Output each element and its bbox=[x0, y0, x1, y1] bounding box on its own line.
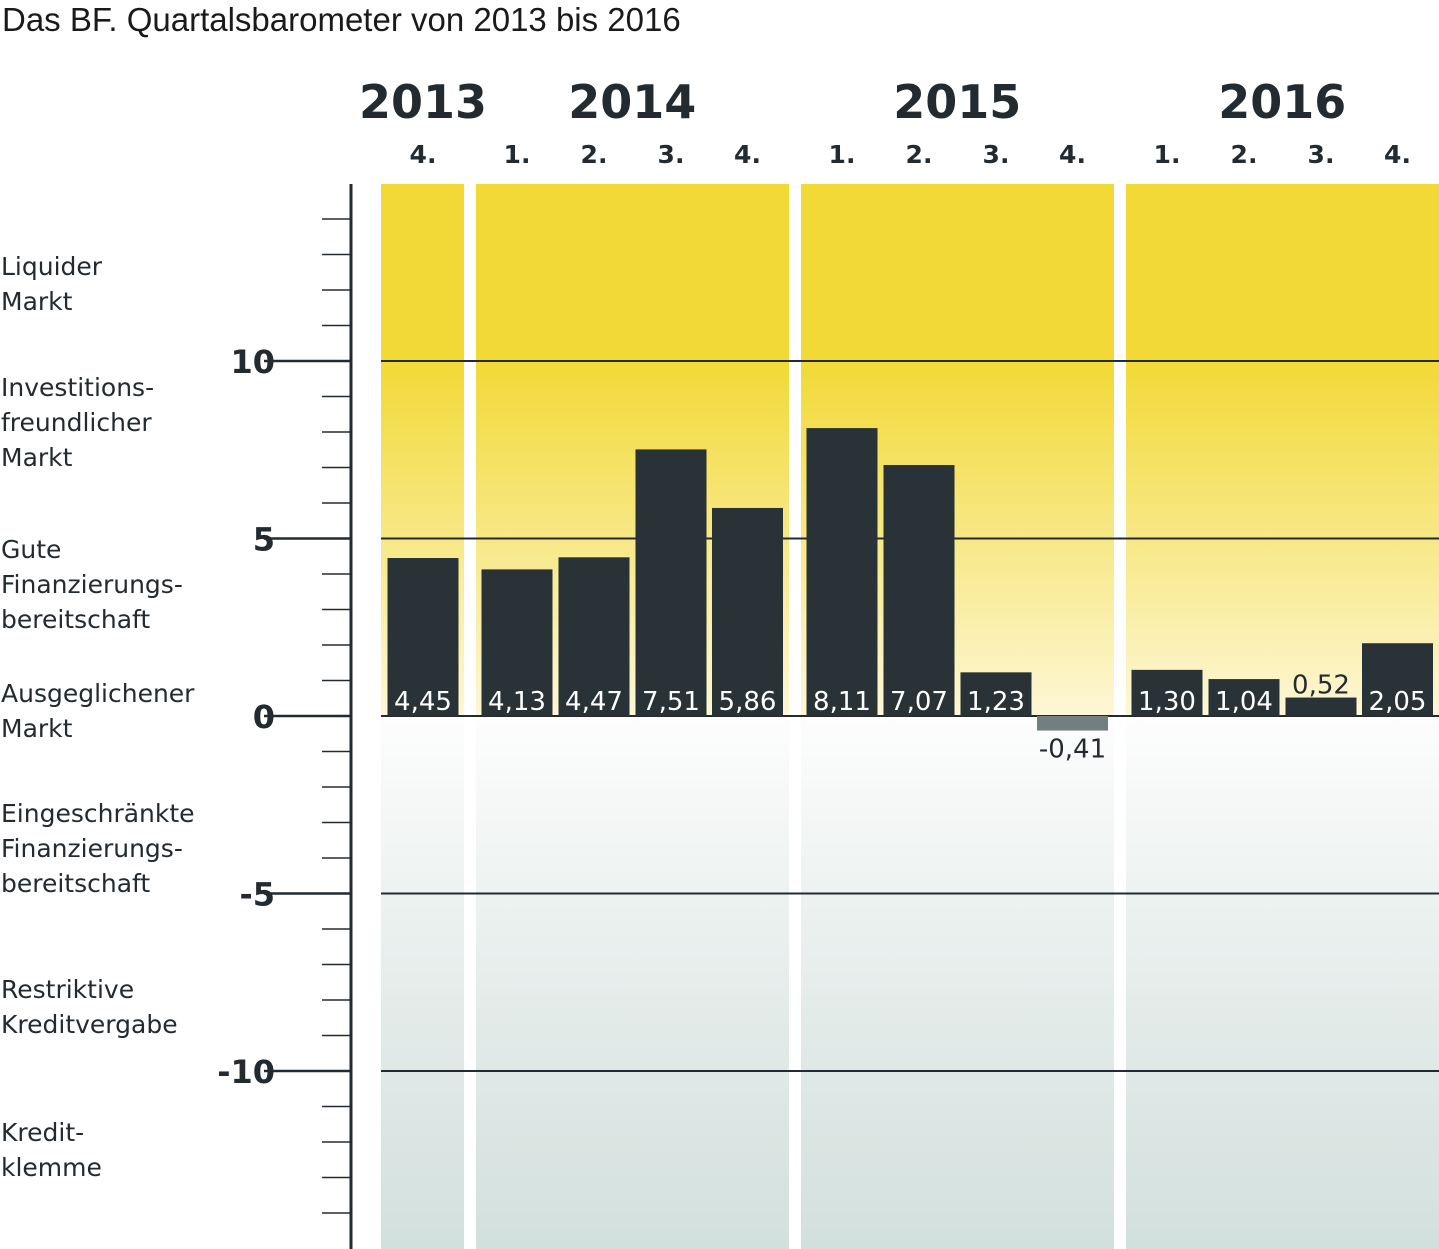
zone-label: Liquider Markt bbox=[1, 249, 102, 319]
year-label: 2014 bbox=[568, 75, 696, 129]
quarter-label: 4. bbox=[1384, 140, 1411, 169]
value-label: 4,13 bbox=[488, 687, 546, 717]
year-label: 2015 bbox=[893, 75, 1021, 129]
ytick-label: -5 bbox=[239, 876, 275, 914]
ytick-label: 5 bbox=[253, 521, 275, 559]
year-label: 2013 bbox=[359, 75, 487, 129]
value-label: 2,05 bbox=[1369, 687, 1427, 717]
value-label: 0,52 bbox=[1292, 671, 1350, 701]
period-headers: 2013 4. 2014 1. 2. 3. 4. 2015 1. 2. 3. 4. 2016 1. 2. 3.… bbox=[359, 75, 1411, 169]
value-label: 7,07 bbox=[890, 687, 948, 717]
quarter-label: 2. bbox=[1231, 140, 1258, 169]
value-label: 1,30 bbox=[1138, 687, 1196, 717]
zone-label: Gute Finanzierungs- bereitschaft bbox=[1, 532, 183, 637]
quarter-label: 2. bbox=[906, 140, 933, 169]
zone-label: Restriktive Kreditvergabe bbox=[1, 972, 178, 1042]
zone-label: Ausgeglichener Markt bbox=[1, 676, 194, 746]
value-label: 1,04 bbox=[1215, 687, 1273, 717]
ytick-label: -10 bbox=[217, 1053, 275, 1091]
value-label: -0,41 bbox=[1039, 735, 1106, 765]
bar-5 bbox=[807, 428, 878, 716]
bar-8 bbox=[1037, 716, 1108, 731]
quarter-label: 4. bbox=[1059, 140, 1086, 169]
ytick-label: 10 bbox=[230, 343, 275, 381]
quarter-label: 4. bbox=[410, 140, 437, 169]
quarter-label: 2. bbox=[581, 140, 608, 169]
zone-label: Kredit- klemme bbox=[1, 1115, 102, 1185]
quarter-label: 3. bbox=[658, 140, 685, 169]
quarter-label: 3. bbox=[983, 140, 1010, 169]
value-label: 5,86 bbox=[719, 687, 777, 717]
value-label: 7,51 bbox=[642, 687, 700, 717]
quarter-label: 3. bbox=[1308, 140, 1335, 169]
value-label: 4,45 bbox=[394, 687, 452, 717]
bar-6 bbox=[884, 465, 955, 716]
quarter-label: 1. bbox=[1154, 140, 1181, 169]
value-label: 1,23 bbox=[967, 687, 1025, 717]
quarter-label: 4. bbox=[734, 140, 761, 169]
zone-label: Investitions- freundlicher Markt bbox=[1, 370, 154, 475]
quarter-label: 1. bbox=[504, 140, 531, 169]
zone-label: Eingeschränkte Finanzierungs- bereitscha… bbox=[1, 796, 195, 901]
quarter-label: 1. bbox=[829, 140, 856, 169]
bar-4 bbox=[712, 508, 783, 716]
value-label: 4,47 bbox=[565, 687, 623, 717]
value-label: 8,11 bbox=[813, 687, 871, 717]
bar-3 bbox=[636, 449, 707, 716]
ytick-label: 0 bbox=[253, 698, 275, 736]
year-label: 2016 bbox=[1218, 75, 1346, 129]
